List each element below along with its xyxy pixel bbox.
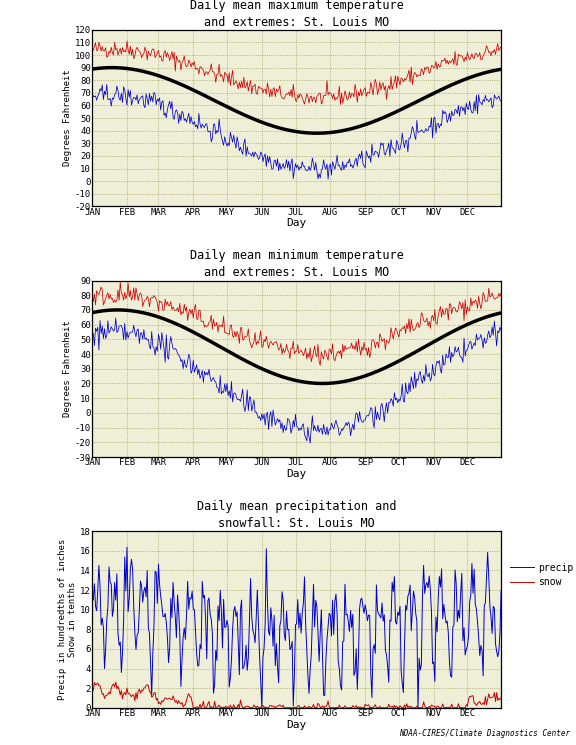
snow (203, 703, 210, 711)
snow (481, 700, 488, 709)
Text: NOAA-CIRES/Climate Diagnostics Center: NOAA-CIRES/Climate Diagnostics Center (399, 729, 570, 738)
X-axis label: Day: Day (286, 720, 307, 729)
precip (89, 592, 96, 600)
X-axis label: Day: Day (286, 469, 307, 479)
snow (191, 703, 198, 712)
precip (176, 630, 183, 638)
snow (256, 703, 263, 712)
precip (123, 543, 130, 552)
precip (202, 615, 209, 624)
precip (498, 586, 505, 595)
Title: Daily mean maximum temperature
and extremes: St. Louis MO: Daily mean maximum temperature and extre… (190, 0, 404, 28)
Y-axis label: Degrees Fahrenheit: Degrees Fahrenheit (63, 320, 72, 417)
X-axis label: Day: Day (286, 218, 307, 228)
snow (441, 703, 448, 712)
Line: precip: precip (92, 548, 501, 708)
snow (89, 685, 96, 694)
precip (259, 703, 266, 712)
snow (176, 698, 183, 707)
Title: Daily mean minimum temperature
and extremes: St. Louis MO: Daily mean minimum temperature and extre… (190, 250, 404, 279)
precip (481, 601, 488, 610)
Title: Daily mean precipitation and
snowfall: St. Louis MO: Daily mean precipitation and snowfall: S… (197, 500, 396, 530)
Y-axis label: Degrees Fahrenheit: Degrees Fahrenheit (63, 70, 72, 166)
Legend: precip, snow: precip, snow (510, 562, 574, 587)
snow (498, 694, 505, 703)
precip (441, 610, 448, 619)
snow (112, 677, 119, 686)
precip (255, 619, 262, 628)
Line: snow: snow (92, 682, 501, 708)
Y-axis label: Precip in hundredths of inches
Snow in tenths: Precip in hundredths of inches Snow in t… (58, 539, 77, 700)
precip (253, 614, 260, 623)
snow (254, 702, 261, 711)
